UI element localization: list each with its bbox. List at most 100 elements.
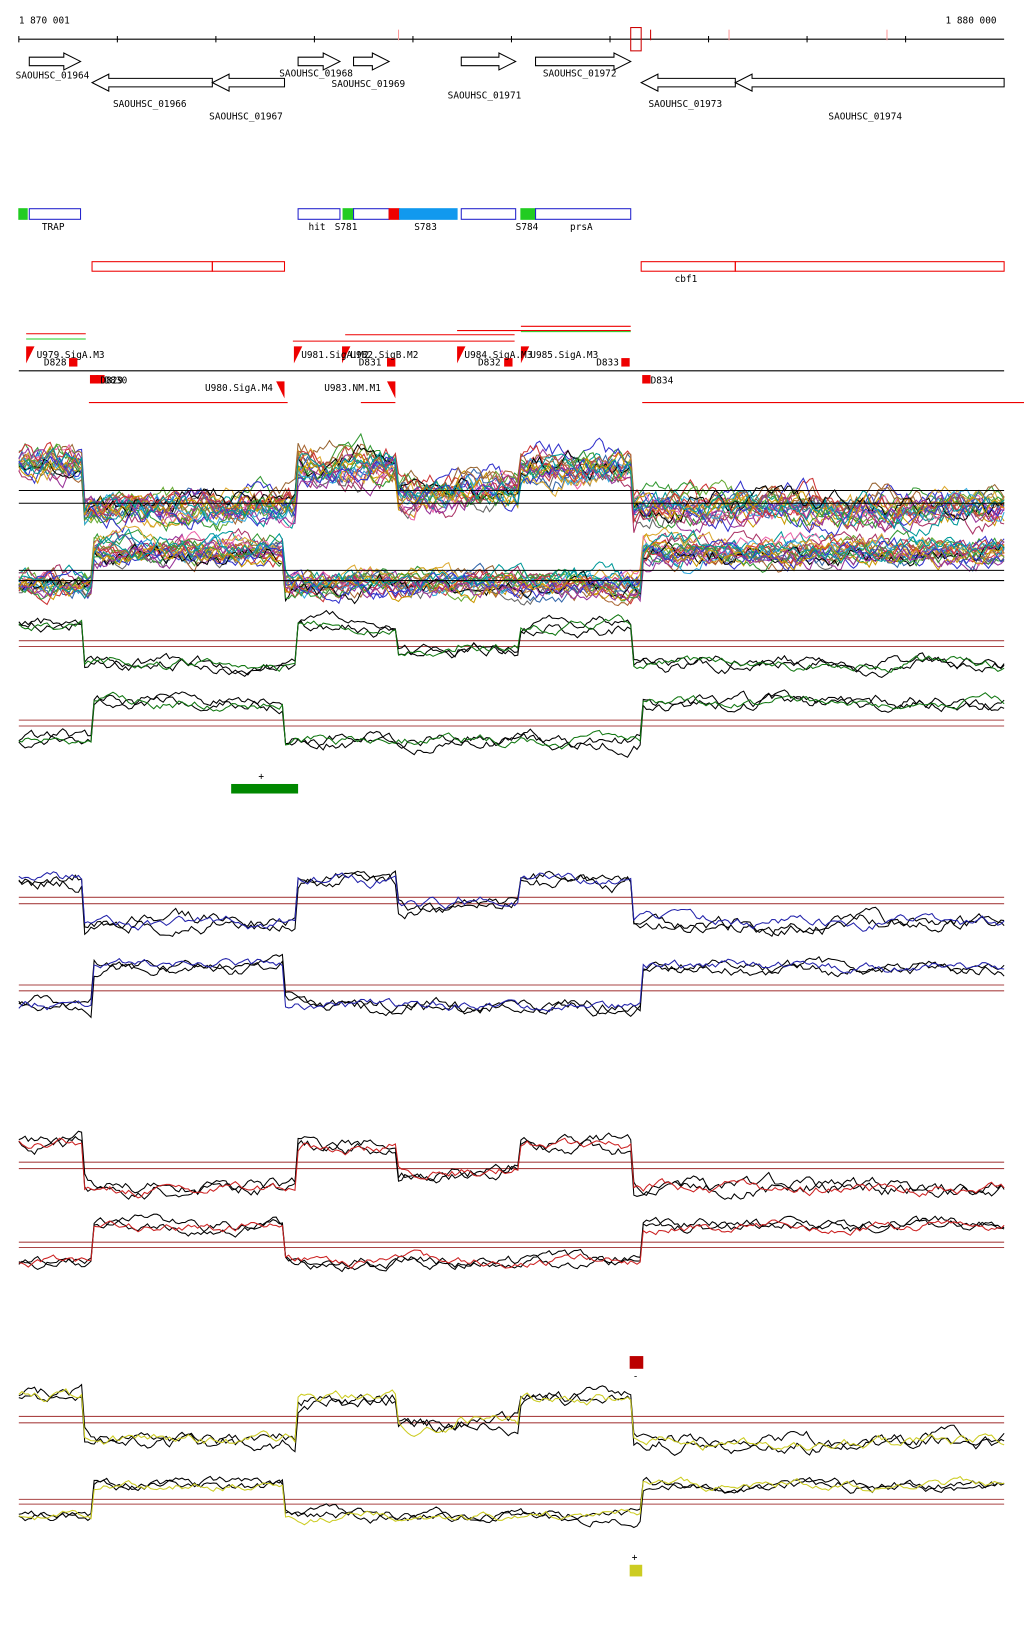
gene-arrow: [211, 73, 286, 92]
feature-box: [342, 208, 355, 220]
feature-box: [297, 208, 341, 220]
gene-label: SAOUHSC_01973: [648, 99, 722, 110]
terminator: [69, 358, 78, 367]
expression-trace: [18, 1475, 1005, 1526]
transcript-label: U983.NM.M1: [324, 383, 381, 394]
expression-trace: [18, 619, 1005, 678]
gene-arrow: [640, 73, 736, 92]
marker-label: -: [633, 1371, 639, 1382]
feature-box: [28, 208, 82, 220]
gene-label: SAOUHSC_01966: [113, 99, 187, 110]
feature-label: S783: [414, 222, 437, 233]
feature-region: [640, 261, 736, 272]
expression-trace: [18, 540, 1005, 604]
expression-trace: [18, 455, 1005, 538]
transcript-label: U979.SigA.M3: [37, 350, 105, 361]
expression-trace: [18, 871, 1005, 932]
expression-trace: [18, 957, 1005, 1013]
transcript-label: D829: [100, 375, 123, 386]
promoter-flag: [276, 381, 285, 399]
feature-box: [388, 208, 401, 220]
transcript-label: U984.SigA.M3: [464, 350, 532, 361]
transcript-label: U981.SigA.M2: [301, 350, 369, 361]
promoter-flag: [293, 346, 303, 364]
marker-label: +: [632, 1552, 638, 1563]
expression-trace: [18, 447, 1005, 528]
expression-trace: [18, 541, 1005, 602]
expression-trace: [18, 1213, 1005, 1273]
transcript-label: U982.SigB.M2: [350, 350, 418, 361]
expression-trace: [18, 614, 1005, 673]
marker-box: [231, 783, 299, 794]
expression-trace: [18, 1215, 1005, 1271]
expression-trace: [18, 437, 1005, 522]
terminator: [96, 375, 105, 384]
feature-box: [535, 208, 632, 220]
expression-trace: [18, 447, 1005, 537]
expression-trace: [18, 443, 1005, 524]
transcript-label: D828: [44, 357, 67, 368]
feature-region: [211, 261, 286, 272]
ruler-start: 1 870 001: [19, 15, 70, 26]
gene-label: SAOUHSC_01972: [543, 68, 617, 79]
expression-trace: [18, 538, 1005, 606]
terminator: [504, 358, 513, 367]
marker-label: +: [258, 772, 264, 783]
gene-arrow: [535, 52, 632, 71]
expression-trace: [18, 955, 1005, 1015]
ruler-end: 1 880 000: [946, 15, 997, 26]
feature-box: [353, 208, 390, 220]
expression-trace: [18, 1135, 1005, 1200]
gene-arrow: [734, 73, 1005, 92]
gene-label: SAOUHSC_01968: [279, 68, 353, 79]
feature-label: TRAP: [42, 222, 65, 233]
feature-label: cbf1: [675, 274, 698, 285]
expression-trace: [18, 1137, 1005, 1199]
expression-trace: [18, 1388, 1005, 1451]
transcript-label: D831: [359, 357, 382, 368]
feature-region: [734, 261, 1005, 272]
feature-box: [520, 208, 537, 220]
transcript-label: U980.SigA.M4: [205, 383, 273, 394]
terminator: [89, 375, 99, 384]
transcript-label: D834: [651, 375, 674, 386]
ruler-highlight: [630, 27, 642, 52]
gene-label: SAOUHSC_01967: [209, 112, 283, 123]
promoter-flag: [387, 381, 396, 399]
expression-trace: [18, 529, 1005, 600]
expression-trace: [18, 609, 1005, 676]
marker-box: [629, 1564, 643, 1577]
expression-trace: [18, 870, 1005, 937]
feature-box: [399, 208, 458, 220]
gene-arrow: [353, 52, 391, 71]
terminator: [621, 358, 630, 367]
expression-trace: [18, 691, 1005, 750]
gene-label: SAOUHSC_01974: [828, 112, 902, 123]
feature-label: S784: [516, 222, 539, 233]
gene-arrow: [90, 73, 213, 92]
expression-trace: [18, 692, 1005, 751]
expression-trace: [18, 1475, 1005, 1524]
expression-trace: [18, 447, 1005, 528]
gene-label: SAOUHSC_01971: [448, 90, 522, 101]
feature-label: prsA: [570, 222, 593, 233]
feature-region: [91, 261, 213, 272]
expression-trace: [18, 1219, 1005, 1270]
expression-trace: [18, 1383, 1005, 1451]
transcript-label: D830: [105, 375, 128, 386]
promoter-flag: [26, 346, 35, 364]
transcript-label: D832: [478, 357, 501, 368]
feature-box: [460, 208, 517, 220]
gene-arrow: [28, 52, 82, 71]
expression-trace: [18, 870, 1005, 937]
transcript-label: D833: [596, 357, 619, 368]
expression-trace: [18, 1476, 1005, 1529]
feature-box: [18, 208, 28, 220]
expression-trace: [18, 1390, 1005, 1456]
gene-arrow: [297, 52, 342, 71]
gene-label: SAOUHSC_01964: [16, 70, 90, 81]
expression-trace: [18, 443, 1005, 526]
gene-arrow: [460, 52, 517, 71]
